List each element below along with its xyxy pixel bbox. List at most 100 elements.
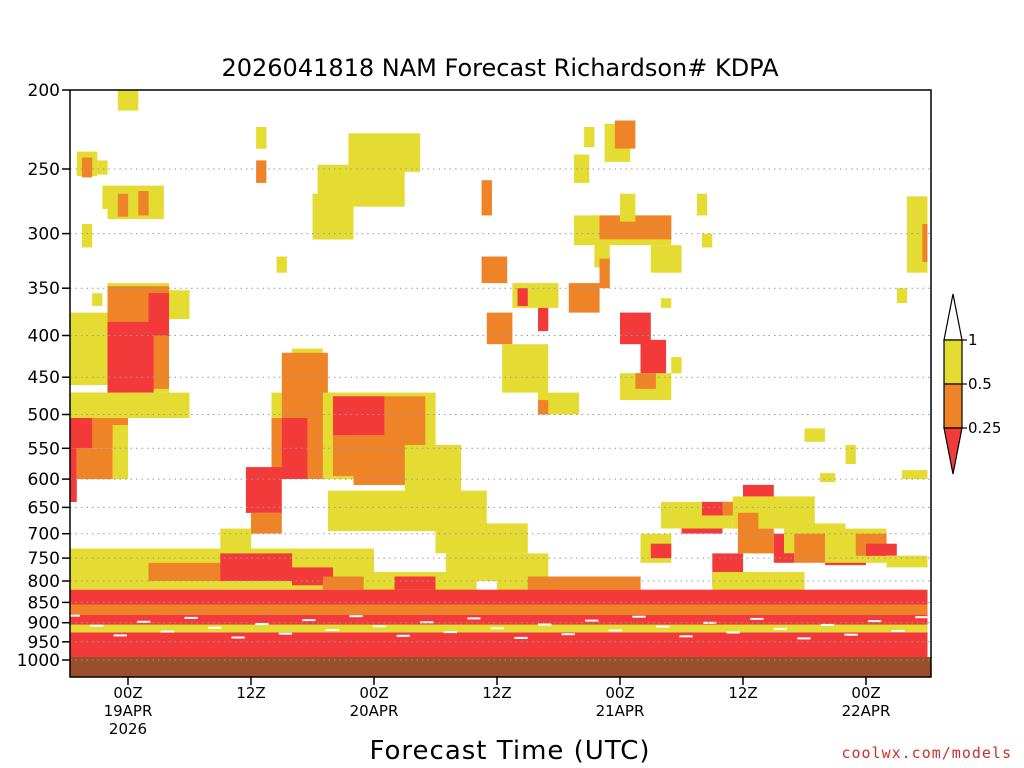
heatmap-cell [107,321,154,393]
x-tick-label: 12Z [728,684,757,702]
heatmap-cell [481,256,508,284]
heatmap-cell [620,193,636,222]
legend-label: 1 [968,331,978,349]
heatmap-cell [538,307,549,332]
legend-swatch-0-25-0-5 [943,383,963,429]
x-tick-label: 00Z [851,684,880,702]
y-tick-label: 400 [28,327,60,347]
legend-swatch-gt-1 [943,293,963,341]
heatmap-cell [70,418,93,449]
y-axis: 200 250 300 350 400 450 500 550 600 650 700 750 8008… [17,81,70,671]
heatmap-cell [671,357,682,374]
y-gridlines [70,168,931,661]
heatmap-cell [435,523,528,554]
heatmap-cell [650,543,672,559]
heatmap-cell [635,373,656,389]
heatmap-cell [866,543,897,556]
heatmap-cell [502,344,549,393]
heatmap-cell-gap [679,635,693,638]
y-tick-label: 600 [28,470,60,490]
heatmap-cell [901,470,928,480]
heatmap-cell-gap [844,633,858,636]
heatmap-cell [312,193,354,240]
heatmap-cell-gap [137,620,151,623]
heatmap-cell [394,576,436,590]
heatmap-cell [650,245,682,273]
heatmap-cell [117,193,129,217]
heatmap-cell [845,445,856,464]
heatmap-cell-gap [420,621,434,624]
heatmap-cell [353,435,415,485]
legend-label: 0.25 [968,419,1001,437]
x-tick-label: 19APR [104,702,153,720]
y-tick-label: 700 [28,525,60,545]
heatmap-cell [702,233,713,248]
heatmap-cell [220,553,293,581]
plot-area [66,89,932,678]
heatmap-cell [169,290,190,320]
x-tick-label: 12Z [236,684,265,702]
heatmap-cell [70,604,928,615]
heatmap-cell-gap [302,619,316,622]
heatmap-cell [527,576,641,590]
legend-colorbar: 1 0.5 0.25 [943,293,1001,475]
heatmap-cell-gap [349,615,363,618]
ground-layer [70,657,931,677]
heatmap-cell [753,528,774,554]
y-tick-label: 250 [28,160,60,180]
heatmap-cell [281,418,308,479]
heatmap-cell [794,533,826,563]
x-tick-label: 00Z [359,684,388,702]
y-tick-label: 200 [28,81,60,101]
heatmap-cell [568,283,600,313]
heatmap-cell [486,312,513,345]
heatmap-cell [661,298,672,308]
heatmap-cell [281,352,328,419]
heatmap-cell [76,448,113,480]
heatmap-cell-gap [632,615,646,618]
heatmap-cell [348,133,421,172]
y-tick-label: 850 [28,593,60,613]
heatmap-cell-gap [396,634,410,637]
heatmap-cell-gap [490,627,505,630]
heatmap-cell [538,400,549,415]
x-tick-label: 2026 [109,720,147,738]
heatmap-cell [70,448,77,502]
heatmap-cell [896,288,908,304]
plot-frame [69,89,932,678]
y-tick-label: 300 [28,225,60,245]
heatmap-cell [584,127,595,148]
heatmap-cell [245,467,282,513]
y-tick-label: 950 [28,633,60,653]
heatmap-cell [81,224,93,248]
heatmap-cell-gap [868,620,882,623]
heatmap-cell [922,224,928,262]
heatmap-cell-gap [655,625,670,628]
legend-swatch-0-5-1 [943,339,963,385]
x-tick-label: 22APR [842,702,891,720]
heatmap-cell [107,191,164,220]
heatmap-cell-gap [703,621,717,624]
legend-swatch-lt-0-25 [943,427,963,475]
heatmap-cell [117,90,139,111]
heatmap-cell [696,193,708,216]
heatmap-cell-gap [773,627,787,630]
x-tick-label: 12Z [482,684,511,702]
heatmap-cell [737,512,759,554]
heatmap-cell [70,632,928,646]
heatmap-cell-gap [278,632,292,635]
heatmap-cell-gap [514,636,528,639]
heatmap-cell [112,425,128,480]
heatmap-cell-gap [891,629,905,632]
y-tick-label: 450 [28,368,60,388]
y-tick-label: 900 [28,614,60,634]
heatmap-cell-gap [90,624,104,627]
heatmap-cell [907,196,928,273]
heatmap-cell [333,396,385,436]
heatmap-cell [481,180,492,216]
heatmap-cell-gap [820,623,835,626]
heatmap-cell [819,473,836,482]
x-tick-label: 00Z [113,684,142,702]
heatmap-cell [256,160,267,183]
